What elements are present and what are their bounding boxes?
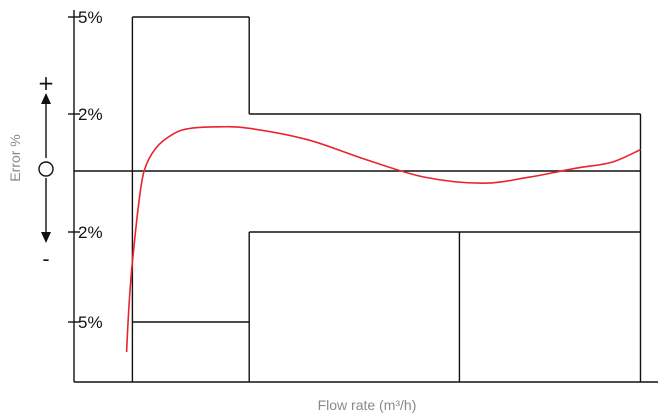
sign-indicator: + - bbox=[38, 71, 55, 271]
y-tick-label-2: 2% bbox=[78, 105, 103, 124]
series-layer bbox=[125, 125, 641, 353]
y-tick-label-1: 5% bbox=[78, 8, 103, 27]
minus-sign: - bbox=[42, 247, 49, 271]
down-arrow-icon bbox=[41, 232, 51, 243]
limit-envelope bbox=[131, 16, 642, 382]
y-tick-label-3: 2% bbox=[78, 223, 103, 242]
y-tick-label-4: 5% bbox=[78, 313, 103, 332]
up-arrow-icon bbox=[41, 93, 51, 104]
y-axis-label: Error % bbox=[7, 134, 23, 181]
zero-circle-icon bbox=[38, 161, 54, 177]
y-ticks: 5% 2% 2% 5% bbox=[68, 8, 103, 332]
plus-sign: + bbox=[38, 71, 55, 95]
x-axis-label: Flow rate (m³/h) bbox=[318, 397, 417, 413]
error-curve-line bbox=[125, 125, 641, 353]
axes bbox=[73, 10, 658, 383]
